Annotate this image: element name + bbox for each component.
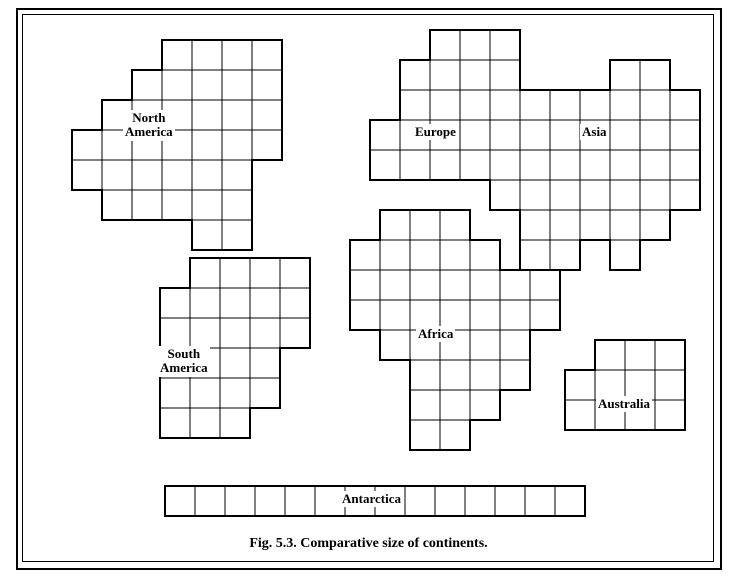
label-south-america: SouthAmerica <box>158 346 210 377</box>
text-south-america: SouthAmerica <box>160 346 208 375</box>
continent-diagram <box>0 0 737 576</box>
label-australia: Australia <box>596 396 652 412</box>
figure-caption: Fig. 5.3. Comparative size of continents… <box>0 536 737 552</box>
label-africa: Africa <box>416 326 455 342</box>
text-antarctica: Antarctica <box>342 491 401 506</box>
text-asia: Asia <box>582 124 607 139</box>
text-australia: Australia <box>598 396 650 411</box>
label-asia: Asia <box>580 124 609 140</box>
text-north-america: NorthAmerica <box>125 110 173 139</box>
label-antarctica: Antarctica <box>340 491 403 507</box>
text-africa: Africa <box>418 326 453 341</box>
label-north-america: NorthAmerica <box>123 110 175 141</box>
text-europe: Europe <box>415 124 456 139</box>
caption-text: Fig. 5.3. Comparative size of continents… <box>249 536 487 551</box>
label-europe: Europe <box>413 124 458 140</box>
